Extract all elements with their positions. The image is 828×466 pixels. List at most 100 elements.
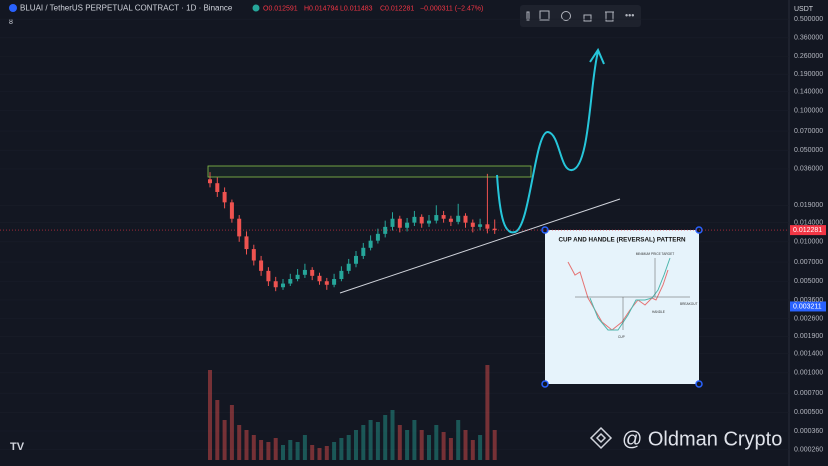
inset-cup bbox=[589, 257, 671, 331]
volume-bar bbox=[317, 448, 322, 460]
volume-bar bbox=[485, 365, 490, 460]
drawing-toolbar bbox=[520, 5, 641, 27]
y-tick-label: 0.014000 bbox=[794, 219, 823, 226]
volume-bar bbox=[397, 425, 402, 460]
y-tick-label: 0.036000 bbox=[794, 166, 823, 173]
tv-logo[interactable]: TV bbox=[10, 441, 25, 453]
volume-bar bbox=[478, 435, 483, 460]
candle-body bbox=[368, 240, 373, 248]
watermark: @ Oldman Crypto bbox=[622, 428, 782, 450]
inset-label: HANDLE bbox=[652, 310, 665, 314]
volume-bar bbox=[375, 422, 380, 460]
lock-button[interactable] bbox=[583, 14, 592, 22]
y-tick-label: 0.050000 bbox=[794, 147, 823, 154]
y-tick-label: 0.190000 bbox=[794, 71, 823, 78]
candle-body bbox=[361, 247, 366, 256]
y-tick-label: 0.003600 bbox=[794, 297, 823, 304]
drag-handle[interactable] bbox=[526, 11, 530, 21]
resize-handle[interactable] bbox=[541, 226, 549, 234]
volume-bar bbox=[492, 430, 497, 460]
inset-label: BREAKOUT bbox=[680, 302, 698, 306]
volume-bar bbox=[295, 442, 300, 460]
ohlc-value: C0.012281 bbox=[380, 5, 414, 12]
inset-title: CUP AND HANDLE (REVERSAL) PATTERN bbox=[558, 237, 686, 244]
candle-body bbox=[237, 218, 242, 237]
delete-button[interactable] bbox=[605, 11, 614, 22]
volume-bar bbox=[302, 435, 307, 460]
volume-bar bbox=[441, 432, 446, 460]
symbol-title[interactable]: BLUAI / TetherUS PERPETUAL CONTRACT · 1D… bbox=[20, 4, 233, 13]
volume-bar bbox=[222, 420, 227, 460]
volume-bar bbox=[412, 420, 417, 460]
y-tick-label: 0.500000 bbox=[794, 16, 823, 23]
more-button[interactable]: ••• bbox=[625, 10, 634, 20]
candle-body bbox=[317, 275, 322, 282]
y-tick-label: 0.000260 bbox=[794, 446, 823, 453]
candle-body bbox=[310, 269, 315, 276]
candle-body bbox=[375, 233, 380, 241]
projection-path[interactable] bbox=[496, 47, 605, 234]
candle-body bbox=[390, 218, 395, 227]
currency[interactable]: USDT bbox=[794, 6, 814, 13]
inset-label: CUP bbox=[618, 335, 625, 339]
indicator-toggle[interactable]: 8 bbox=[9, 19, 13, 26]
candle-body bbox=[412, 216, 417, 223]
volume-bar bbox=[310, 445, 315, 460]
volume-bar bbox=[251, 435, 256, 460]
ohlc-value: L0.011483 bbox=[340, 5, 373, 12]
inset-image[interactable] bbox=[545, 230, 699, 384]
candle-body bbox=[302, 269, 307, 275]
candle-body bbox=[229, 202, 234, 219]
volume-bar bbox=[470, 440, 475, 460]
candle-body bbox=[397, 218, 402, 228]
candle-body bbox=[346, 263, 351, 271]
volume-bar bbox=[361, 425, 366, 460]
candle-body bbox=[441, 215, 446, 219]
volume-bar bbox=[244, 430, 249, 460]
candle-body bbox=[383, 226, 388, 234]
resize-handle[interactable] bbox=[695, 380, 703, 388]
y-tick-label: 0.070000 bbox=[794, 128, 823, 135]
ohlc-legend: O0.012591 H0.014794 L0.011483 C0.012281 −0.0… bbox=[263, 5, 483, 12]
candle-body bbox=[266, 270, 271, 282]
trend-line[interactable] bbox=[339, 198, 621, 294]
candle-body bbox=[324, 281, 329, 285]
candle-body bbox=[478, 224, 483, 227]
volume-bar bbox=[229, 405, 234, 460]
y-tick-label: 0.001000 bbox=[794, 370, 823, 377]
y-tick-label: 0.000700 bbox=[794, 390, 823, 397]
symbol-icon bbox=[9, 4, 17, 12]
template-button[interactable] bbox=[539, 10, 550, 21]
volume-bar bbox=[281, 445, 285, 460]
volume-bar bbox=[383, 415, 388, 460]
volume-bar bbox=[259, 440, 264, 460]
y-tick-label: 0.100000 bbox=[794, 108, 823, 115]
volume-bar bbox=[354, 430, 358, 460]
settings-button[interactable] bbox=[561, 11, 571, 21]
candle-body bbox=[339, 270, 344, 280]
resize-handle[interactable] bbox=[541, 380, 549, 388]
candle-body bbox=[332, 279, 337, 285]
candle-body bbox=[456, 215, 461, 222]
y-tick-label: 0.360000 bbox=[794, 35, 823, 42]
volume-bar bbox=[266, 442, 271, 460]
resistance-box[interactable] bbox=[207, 165, 532, 178]
volume-bar bbox=[368, 420, 373, 460]
price-tag-label: 0.003211 bbox=[793, 303, 822, 310]
volume-bar bbox=[273, 438, 278, 460]
candle-body bbox=[251, 249, 256, 261]
ohlc-value: −0.000311 (−2.47%) bbox=[420, 5, 483, 12]
candle-body bbox=[434, 215, 439, 221]
candle-body bbox=[222, 191, 227, 203]
volume-bar bbox=[288, 440, 293, 460]
volume-bar bbox=[463, 430, 468, 460]
candle-body bbox=[281, 283, 285, 288]
volume-bar bbox=[419, 430, 424, 460]
volume-bar bbox=[215, 400, 220, 460]
price-tag bbox=[790, 225, 826, 236]
y-tick-label: 0.260000 bbox=[794, 53, 823, 60]
volume-bar bbox=[427, 435, 431, 460]
volume-bar bbox=[456, 420, 461, 460]
y-tick-label: 0.000360 bbox=[794, 428, 823, 435]
